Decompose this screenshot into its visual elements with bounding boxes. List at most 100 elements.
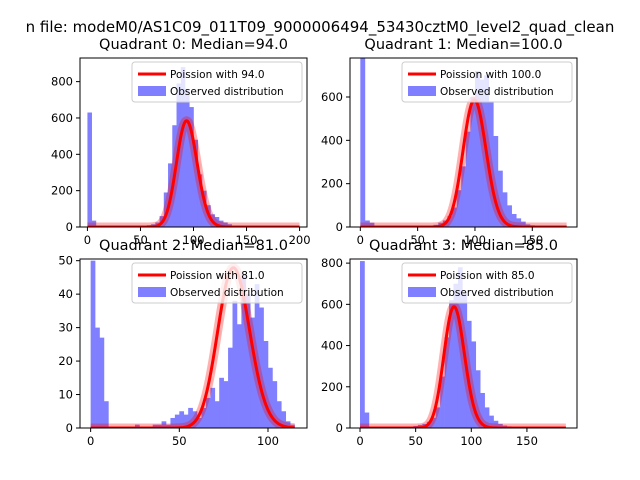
histogram-bar [457, 267, 463, 428]
histogram-bar [431, 417, 436, 428]
histogram-bar [250, 317, 255, 428]
y-tick-label: 50 [58, 254, 73, 268]
panel-title: Quadrant 2: Median=81.0 [99, 238, 288, 254]
x-tick-label: 150 [521, 233, 543, 247]
histogram-bar [166, 424, 171, 428]
histogram-bar [179, 411, 185, 428]
legend-patch-swatch [138, 86, 166, 96]
histogram-bar [511, 214, 517, 227]
histogram-bar [456, 190, 462, 227]
y-tick-label: 400 [321, 133, 343, 147]
histogram-bar [214, 401, 220, 428]
histogram-bar [201, 407, 207, 428]
histogram-bar [245, 294, 251, 428]
legend-patch-swatch [138, 287, 166, 297]
axes-frame [349, 258, 578, 429]
histogram-bar [479, 79, 485, 227]
histogram-bar [263, 340, 269, 428]
legend: Poission with 94.0 Observed distribution [131, 61, 303, 103]
histogram-bar [174, 414, 180, 428]
legend-frame [401, 61, 573, 103]
y-tick-label: 600 [51, 111, 73, 125]
panel-title: Quadrant 1: Median=100.0 [364, 37, 562, 53]
legend-label-poisson: Poission with 85.0 [440, 270, 535, 282]
histogram-bar [163, 192, 169, 227]
y-tick-label: 400 [51, 147, 73, 161]
histogram-bar [369, 222, 375, 227]
histogram-bar [466, 320, 472, 428]
x-tick-label: 50 [408, 434, 423, 448]
histogram-bar [232, 300, 238, 428]
histogram-bar [497, 170, 503, 227]
histogram-bar [435, 407, 441, 428]
legend-patch-swatch [408, 287, 436, 297]
histogram-bar [470, 97, 476, 227]
histogram-bar [444, 337, 450, 428]
x-tick-label: 100 [460, 434, 482, 448]
histogram-bar [254, 284, 260, 428]
histogram-bar [267, 367, 273, 428]
histogram-bar [364, 220, 370, 227]
x-tick-label: 0 [84, 233, 91, 247]
y-tick-label: 40 [58, 287, 73, 301]
panel-quadrant-2: 0 50 100 0 10 20 30 40 50 Poission with 81.0 Obser… [58, 238, 308, 448]
histogram-bar [180, 67, 186, 227]
y-tick-label: 800 [51, 75, 73, 89]
y-tick-label: 400 [321, 339, 343, 353]
histogram-bar [236, 324, 242, 428]
x-tick-label: 0 [356, 434, 363, 448]
legend-frame [131, 61, 303, 103]
legend: Poission with 81.0 Observed distribution [131, 262, 303, 304]
histogram-bar [170, 417, 176, 428]
legend-frame [131, 262, 303, 304]
y-tick-label: 600 [321, 297, 343, 311]
x-tick-label: 100 [257, 434, 279, 448]
histogram-bar [183, 414, 189, 428]
histogram-bar [197, 174, 203, 227]
legend-label-observed: Observed distribution [440, 287, 554, 299]
histogram-bar [493, 136, 499, 227]
x-tick-label: 200 [289, 233, 311, 247]
histogram-bar [189, 107, 194, 227]
histogram-bar [497, 423, 503, 428]
x-tick-label: 50 [172, 434, 187, 448]
histogram-bar [285, 421, 291, 428]
legend: Poission with 85.0 Observed distribution [401, 262, 573, 304]
histogram-bar [205, 397, 211, 428]
panel-quadrant-1: 0 50 100 150 0 200 400 600 Poission with 100.0 Ob… [321, 37, 578, 247]
histogram-bar [465, 131, 471, 227]
histogram-bar [91, 220, 97, 227]
histogram-bar [134, 424, 140, 428]
histogram-bar [276, 401, 282, 428]
histogram-bar [520, 221, 526, 227]
x-tick-label: 50 [410, 233, 425, 247]
histogram-bar [87, 112, 92, 227]
histogram-bar [484, 407, 490, 428]
plot-area [356, 58, 571, 227]
histogram-bar [471, 341, 477, 428]
histogram-bar [502, 192, 508, 227]
histogram-bar [452, 207, 457, 227]
histogram-bar [364, 412, 370, 428]
histogram-bar [474, 71, 480, 227]
histogram-bar [214, 217, 220, 227]
x-tick-label: 50 [133, 233, 148, 247]
histogram-bar [219, 377, 224, 428]
legend-label-observed: Observed distribution [440, 86, 554, 98]
histogram-bar [493, 420, 499, 428]
histogram-bar [152, 424, 158, 428]
legend-label-poisson: Poission with 81.0 [170, 270, 265, 282]
legend-label-observed: Observed distribution [170, 86, 284, 98]
y-tick-label: 30 [58, 321, 73, 335]
figure-suptitle: n file: modeM0/AS1C09_011T09_9000006494_… [26, 18, 615, 37]
x-tick-label: 150 [516, 434, 538, 448]
histogram-bar [480, 392, 485, 428]
histogram-bar [272, 381, 278, 428]
x-tick-label: 100 [464, 233, 486, 247]
y-tick-label: 200 [321, 380, 343, 394]
poisson-curve [86, 119, 301, 227]
y-tick-label: 200 [321, 177, 343, 191]
histogram-bar [259, 307, 264, 428]
